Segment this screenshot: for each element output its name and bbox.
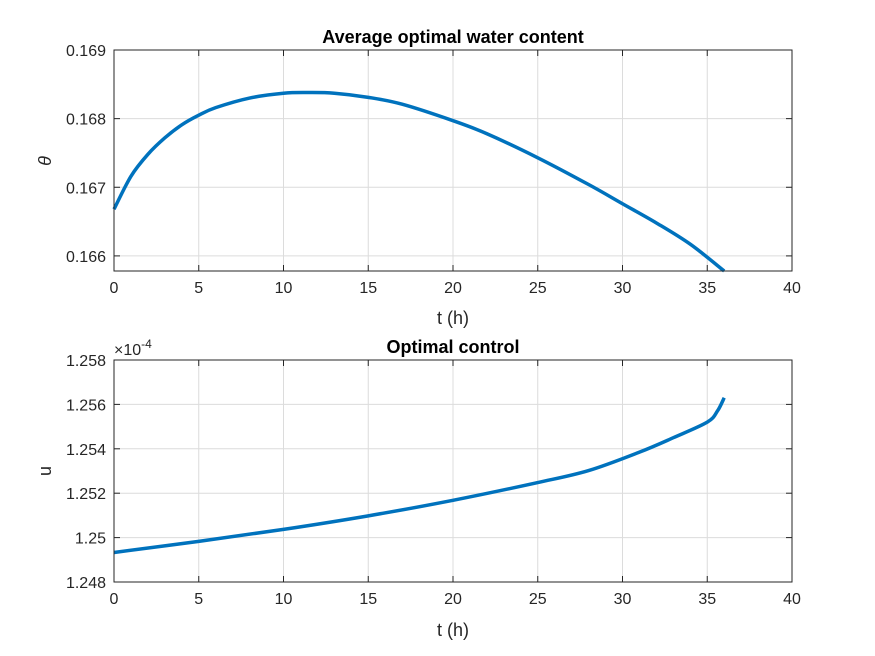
control-x-tick-label: 15 [359,591,377,608]
control-y-tick-label: 1.25 [75,531,106,548]
theta-x-tick-label: 40 [783,280,801,297]
control-chart-title: Optimal control [386,337,519,357]
control-x-tick-label: 40 [783,591,801,608]
theta-x-tick-label: 35 [698,280,716,297]
control-y-axis-label: u [35,466,55,476]
theta-y-tick-label: 0.168 [66,112,106,129]
theta-plot-area [112,90,726,273]
control-plot-area [113,396,726,555]
theta-series-line [112,90,726,273]
control-y-tick-label: 1.256 [66,397,106,414]
theta-y-tick-label: 0.166 [66,249,106,266]
control-x-tick-label: 20 [444,591,462,608]
control-x-tick-label: 30 [614,591,632,608]
control-subplot: 0 5 10 15 20 25 30 35 40 1.248 1.25 1.252 1.254 1.256… [35,337,801,640]
theta-x-tick-label: 15 [359,280,377,297]
theta-x-tick-label: 20 [444,280,462,297]
theta-y-tick-label: 0.169 [66,43,106,60]
control-series-line [113,396,726,555]
theta-x-tick-label: 0 [110,280,119,297]
control-x-axis-label: t (h) [437,620,469,640]
control-ticks: 0 5 10 15 20 25 30 35 40 1.248 1.25 1.252 1.254 1.256… [66,353,801,608]
theta-y-axis-label: θ [35,156,55,166]
theta-subplot: 0 5 10 15 20 25 30 35 40 0.166 0.167 0.168 0.169 Ave… [35,27,801,328]
control-x-tick-label: 10 [275,591,293,608]
control-x-tick-label: 35 [698,591,716,608]
theta-x-tick-label: 25 [529,280,547,297]
exponent-base: ×10 [114,342,141,359]
theta-chart-title: Average optimal water content [322,27,583,47]
control-x-tick-label: 5 [194,591,203,608]
control-y-tick-label: 1.252 [66,486,106,503]
theta-x-axis-label: t (h) [437,308,469,328]
theta-x-tick-label: 5 [194,280,203,297]
control-x-tick-label: 25 [529,591,547,608]
control-x-tick-label: 0 [110,591,119,608]
theta-ticks: 0 5 10 15 20 25 30 35 40 0.166 0.167 0.168 0.169 [66,43,801,297]
exponent-power: -4 [141,337,152,351]
control-y-exponent: ×10-4 [114,337,152,359]
theta-y-tick-label: 0.167 [66,180,106,197]
control-y-tick-label: 1.254 [66,442,106,459]
control-y-tick-label: 1.248 [66,575,106,592]
theta-x-tick-label: 10 [275,280,293,297]
theta-grid [114,50,792,271]
control-y-tick-label: 1.258 [66,353,106,370]
theta-x-tick-label: 30 [614,280,632,297]
